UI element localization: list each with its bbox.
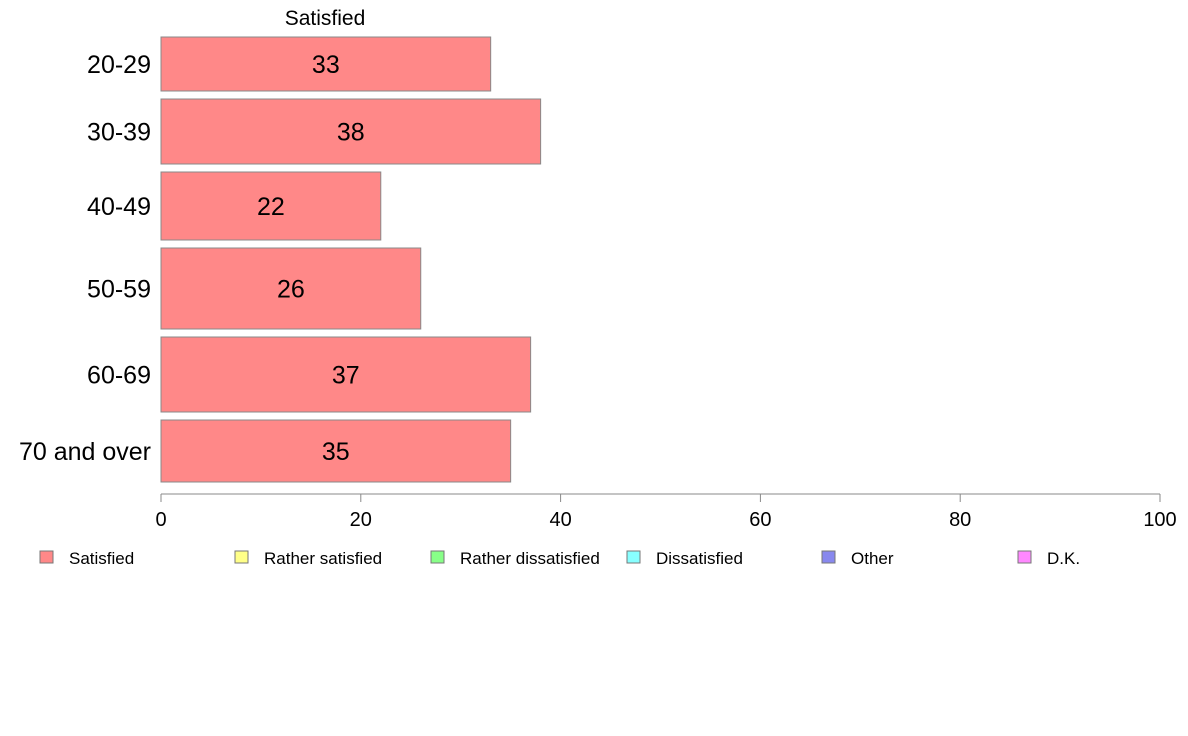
legend-item: Dissatisfied bbox=[626, 549, 743, 568]
x-tick-label: 80 bbox=[949, 509, 971, 531]
category-label: 30-39 bbox=[87, 119, 151, 147]
legend-swatch bbox=[1017, 550, 1032, 564]
bar-value-label: 38 bbox=[337, 119, 365, 147]
x-tick-label: 100 bbox=[1143, 509, 1176, 531]
category-label: 60-69 bbox=[87, 362, 151, 390]
bar-value-label: 33 bbox=[312, 51, 340, 79]
legend-label: Dissatisfied bbox=[656, 549, 743, 568]
bar-row: 26 50-59 bbox=[87, 247, 422, 330]
legend-item: Rather satisfied bbox=[234, 549, 382, 568]
bar-30-39 bbox=[160, 98, 542, 165]
bars-layer: 33 20-29 38 30-39 22 40-49 26 50-59 37 60-69 35 70 … bbox=[19, 36, 542, 483]
legend-item: D.K. bbox=[1017, 549, 1080, 568]
x-tick-label: 20 bbox=[350, 509, 372, 531]
bar-row: 22 40-49 bbox=[87, 171, 382, 241]
legend-item: Satisfied bbox=[39, 549, 134, 568]
legend-item: Rather dissatisfied bbox=[430, 549, 600, 568]
bar-60-69 bbox=[160, 336, 532, 413]
bar-row: 38 30-39 bbox=[87, 98, 542, 165]
x-tick-label: 0 bbox=[155, 509, 166, 531]
legend-label: Satisfied bbox=[69, 549, 134, 568]
category-label: 20-29 bbox=[87, 51, 151, 79]
legend-swatch bbox=[39, 550, 54, 564]
bar-40-49 bbox=[160, 171, 382, 241]
bar-row: 35 70 and over bbox=[19, 419, 512, 483]
legend-label: D.K. bbox=[1047, 549, 1080, 568]
legend-label: Other bbox=[851, 549, 894, 568]
legend: Satisfied Rather satisfied Rather dissatis… bbox=[39, 549, 1080, 568]
x-tick-label: 40 bbox=[549, 509, 571, 531]
bar-value-label: 37 bbox=[332, 362, 360, 390]
bar-50-59 bbox=[160, 247, 422, 330]
legend-swatch bbox=[234, 550, 249, 564]
x-tick-label: 60 bbox=[749, 509, 771, 531]
bar-row: 33 20-29 bbox=[87, 36, 492, 92]
bar-70-and-over bbox=[160, 419, 512, 483]
legend-swatch bbox=[430, 550, 445, 564]
bar-20-29 bbox=[160, 36, 492, 92]
legend-item: Other bbox=[821, 549, 894, 568]
bar-value-label: 26 bbox=[277, 276, 305, 304]
legend-swatch bbox=[626, 550, 641, 564]
x-axis: 0 20 40 60 80 100 bbox=[155, 493, 1177, 531]
bar-value-label: 35 bbox=[322, 438, 350, 466]
series-title: Satisfied bbox=[285, 7, 366, 30]
category-label: 50-59 bbox=[87, 276, 151, 304]
category-label: 70 and over bbox=[19, 438, 151, 466]
category-label: 40-49 bbox=[87, 193, 151, 221]
legend-label: Rather dissatisfied bbox=[460, 549, 600, 568]
bar-row: 37 60-69 bbox=[87, 336, 532, 413]
bar-value-label: 22 bbox=[257, 193, 285, 221]
legend-label: Rather satisfied bbox=[264, 549, 382, 568]
legend-swatch bbox=[821, 550, 836, 564]
